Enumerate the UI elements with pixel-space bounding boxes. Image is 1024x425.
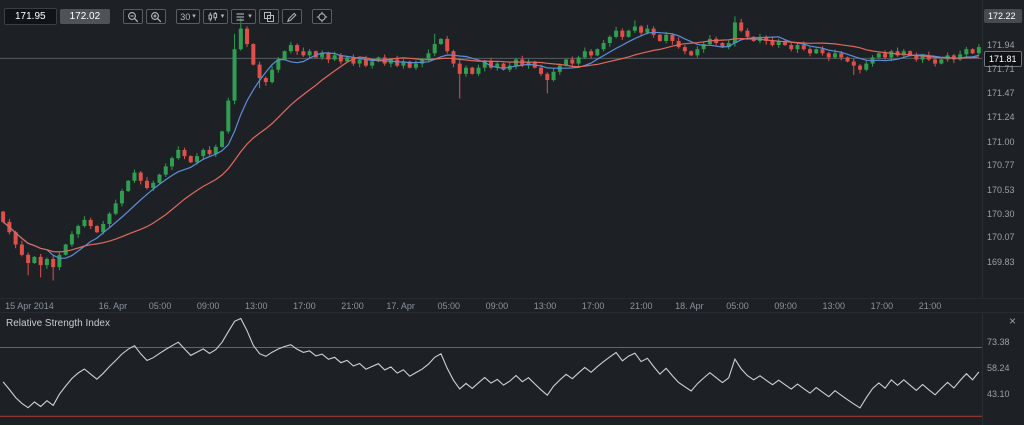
annotate-button[interactable] [281, 9, 302, 24]
rsi-close-button[interactable]: × [1008, 314, 1016, 328]
price-chart-panel: 172.22 171.81 171.94 171.71 171.47 171.24 17… [0, 0, 1024, 298]
time-tick-label: 05:00 [148, 301, 172, 311]
time-tick-label: 13:00 [245, 301, 268, 311]
time-axis[interactable]: 15 Apr 2014 16. Apr 05:00 09:00 13:00 17:00 21… [0, 298, 1024, 312]
chevron-down-icon: ▾ [248, 13, 252, 20]
time-tick-label: 17. Apr [386, 301, 415, 311]
chevron-down-icon: ▾ [192, 13, 196, 20]
price-tick-label: 171.71 [987, 63, 1015, 74]
time-tick-label: 05:00 [437, 301, 461, 311]
price-tick-label: 169.83 [987, 257, 1015, 267]
time-tick-label: 18. Apr [675, 301, 704, 311]
time-tick-label: 21:00 [629, 301, 653, 311]
time-tick-label: 05:00 [726, 301, 749, 311]
time-tick-label: 13:00 [533, 301, 557, 311]
rsi-title: Relative Strength Index [6, 318, 110, 329]
price-tick-label: 171.24 [987, 112, 1015, 123]
draw-cursor-button[interactable] [311, 9, 332, 24]
price-axis[interactable]: 172.22 171.81 171.94 171.71 171.47 171.24 17… [982, 0, 1024, 298]
rsi-tick-label: 73.38 [987, 336, 1010, 347]
overlap-squares-icon [263, 11, 274, 22]
chevron-down-icon: ▾ [220, 13, 225, 20]
rsi-tick-label: 43.10 [987, 388, 1010, 399]
price-tick-label: 170.30 [987, 208, 1015, 219]
session-high-badge: 172.22 [984, 9, 1022, 24]
indicators-button[interactable]: ▾ [231, 9, 256, 24]
chart-type-button[interactable]: ▾ [202, 9, 229, 24]
price-tick-label: 171.47 [987, 88, 1015, 99]
time-tick-label: 21:00 [341, 301, 364, 311]
price-tick-label: 170.53 [987, 185, 1015, 196]
candlestick-icon [208, 11, 217, 21]
time-tick-label: 17:00 [581, 301, 605, 311]
candlestick-chart[interactable] [0, 0, 982, 298]
price-tick-label: 170.07 [987, 232, 1015, 243]
time-tick-label: 17:00 [293, 301, 316, 311]
time-tick-label: 09:00 [774, 301, 797, 311]
zoom-in-button[interactable] [146, 9, 167, 24]
list-icon [236, 12, 245, 21]
rsi-chart[interactable] [0, 313, 982, 425]
rsi-axis: 73.38 58.24 43.10 [982, 313, 1024, 425]
compare-button[interactable] [258, 9, 279, 24]
time-tick-label: 15 Apr 2014 [5, 301, 54, 311]
zoom-out-button[interactable] [123, 9, 144, 24]
rsi-panel: Relative Strength Index × 73.38 58.24 43.1… [0, 312, 1024, 425]
price-tick-label: 171.94 [987, 40, 1015, 51]
rsi-tick-label: 58.24 [987, 362, 1010, 373]
time-tick-label: 13:00 [822, 301, 845, 311]
magnifier-minus-icon [128, 11, 139, 22]
buy-price-badge[interactable]: 172.02 [59, 9, 111, 24]
sell-price-badge[interactable]: 171.95 [4, 8, 57, 25]
time-tick-label: 17:00 [870, 301, 894, 311]
crosshair-icon [316, 11, 327, 22]
quote-toolbar: 171.95 172.02 30 ▾ [4, 8, 332, 25]
price-tick-label: 171.00 [987, 136, 1015, 147]
pencil-icon [286, 12, 297, 22]
time-tick-label: 09:00 [485, 301, 509, 311]
time-tick-label: 16. Apr [98, 301, 128, 311]
time-tick-label: 09:00 [196, 301, 220, 311]
magnifier-plus-icon [151, 11, 162, 22]
interval-label: 30 [180, 11, 191, 22]
interval-button[interactable]: 30 ▾ [176, 9, 200, 24]
price-tick-label: 170.77 [987, 160, 1015, 171]
current-price-badge: 171.81 [984, 51, 1022, 68]
time-tick-label: 21:00 [918, 301, 942, 311]
